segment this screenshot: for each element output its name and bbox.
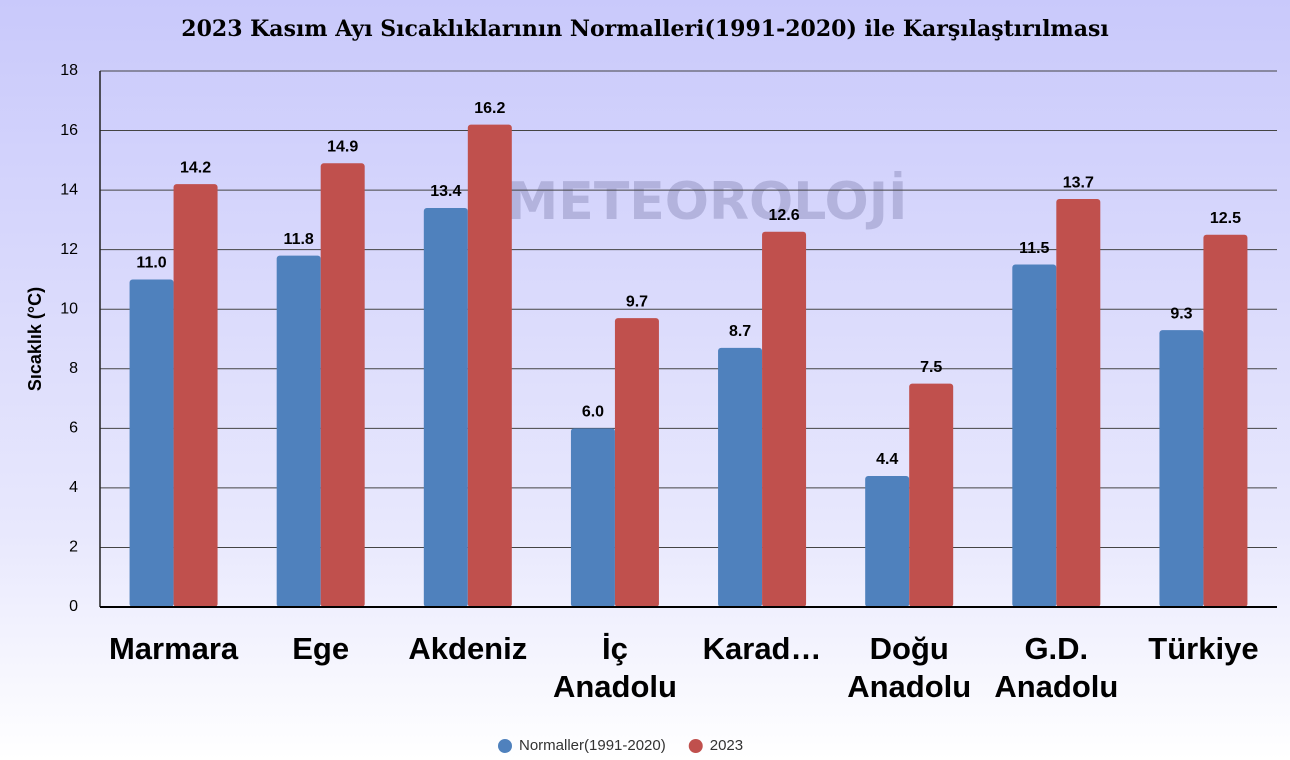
bar: [718, 347, 763, 607]
value-label: 9.7: [626, 293, 648, 310]
bar: [1012, 264, 1057, 607]
x-tick-label: Türkiye: [1148, 631, 1259, 666]
legend-label: Normaller(1991-2020): [519, 737, 666, 754]
y-tick-label: 12: [60, 241, 78, 258]
legend-swatch: [688, 739, 703, 753]
value-label: 14.2: [180, 159, 211, 176]
x-tick-label: İç Anadolu: [552, 631, 677, 704]
y-tick-label: 4: [69, 479, 78, 496]
x-tick-label: Ege: [292, 631, 350, 666]
y-tick-label: 6: [69, 420, 78, 437]
x-tick-label: Karad…: [702, 631, 822, 666]
bar: [1056, 199, 1101, 608]
y-tick-label: 10: [60, 300, 78, 317]
watermark: METEOROLOJİ: [507, 171, 908, 232]
legend-swatch: [498, 739, 512, 753]
value-label: 11.5: [1019, 240, 1049, 257]
bar: [129, 279, 174, 607]
bar: [909, 383, 954, 607]
value-label: 12.5: [1210, 210, 1241, 227]
value-label: 14.9: [327, 139, 358, 156]
bar: [276, 255, 321, 607]
bar: [865, 475, 910, 607]
value-label: 4.4: [876, 451, 898, 468]
bar: [614, 318, 659, 607]
x-tick-label: G.D. Anadolu: [994, 631, 1119, 704]
bar: [423, 207, 468, 607]
value-label: 16.2: [474, 100, 505, 117]
bar: [570, 428, 615, 607]
y-tick-label: 8: [69, 360, 78, 377]
bar: [173, 184, 218, 607]
y-tick-label: 14: [60, 181, 78, 198]
value-label: 13.7: [1063, 174, 1094, 191]
value-label: 12.6: [768, 207, 799, 224]
x-tick-label: Doğu Anadolu: [847, 631, 972, 704]
bar: [467, 124, 512, 607]
x-tick-label: Akdeniz: [408, 631, 528, 666]
y-tick-label: 2: [69, 539, 78, 556]
bar: [762, 231, 807, 608]
value-label: 11.0: [136, 255, 166, 272]
legend-label: 2023: [710, 737, 743, 754]
legend: Normaller(1991-2020) 2023: [498, 737, 743, 754]
chart-title: 2023 Kasım Ayı Sıcaklıklarının Normaller…: [181, 16, 1108, 42]
y-tick-label: 16: [60, 122, 78, 139]
value-label: 11.8: [284, 231, 314, 248]
x-tick-label: Marmara: [108, 631, 239, 666]
y-tick-label: 18: [60, 62, 78, 79]
bar: [320, 163, 365, 608]
bar: [1159, 330, 1204, 607]
value-label: 6.0: [582, 404, 604, 421]
y-axis-label: Sıcaklık (°C): [25, 287, 45, 391]
value-label: 7.5: [920, 359, 942, 376]
value-label: 8.7: [729, 323, 751, 340]
value-label: 13.4: [430, 183, 461, 200]
y-tick-label: 0: [69, 598, 78, 615]
bar: [1203, 234, 1248, 607]
value-label: 9.3: [1170, 305, 1192, 322]
